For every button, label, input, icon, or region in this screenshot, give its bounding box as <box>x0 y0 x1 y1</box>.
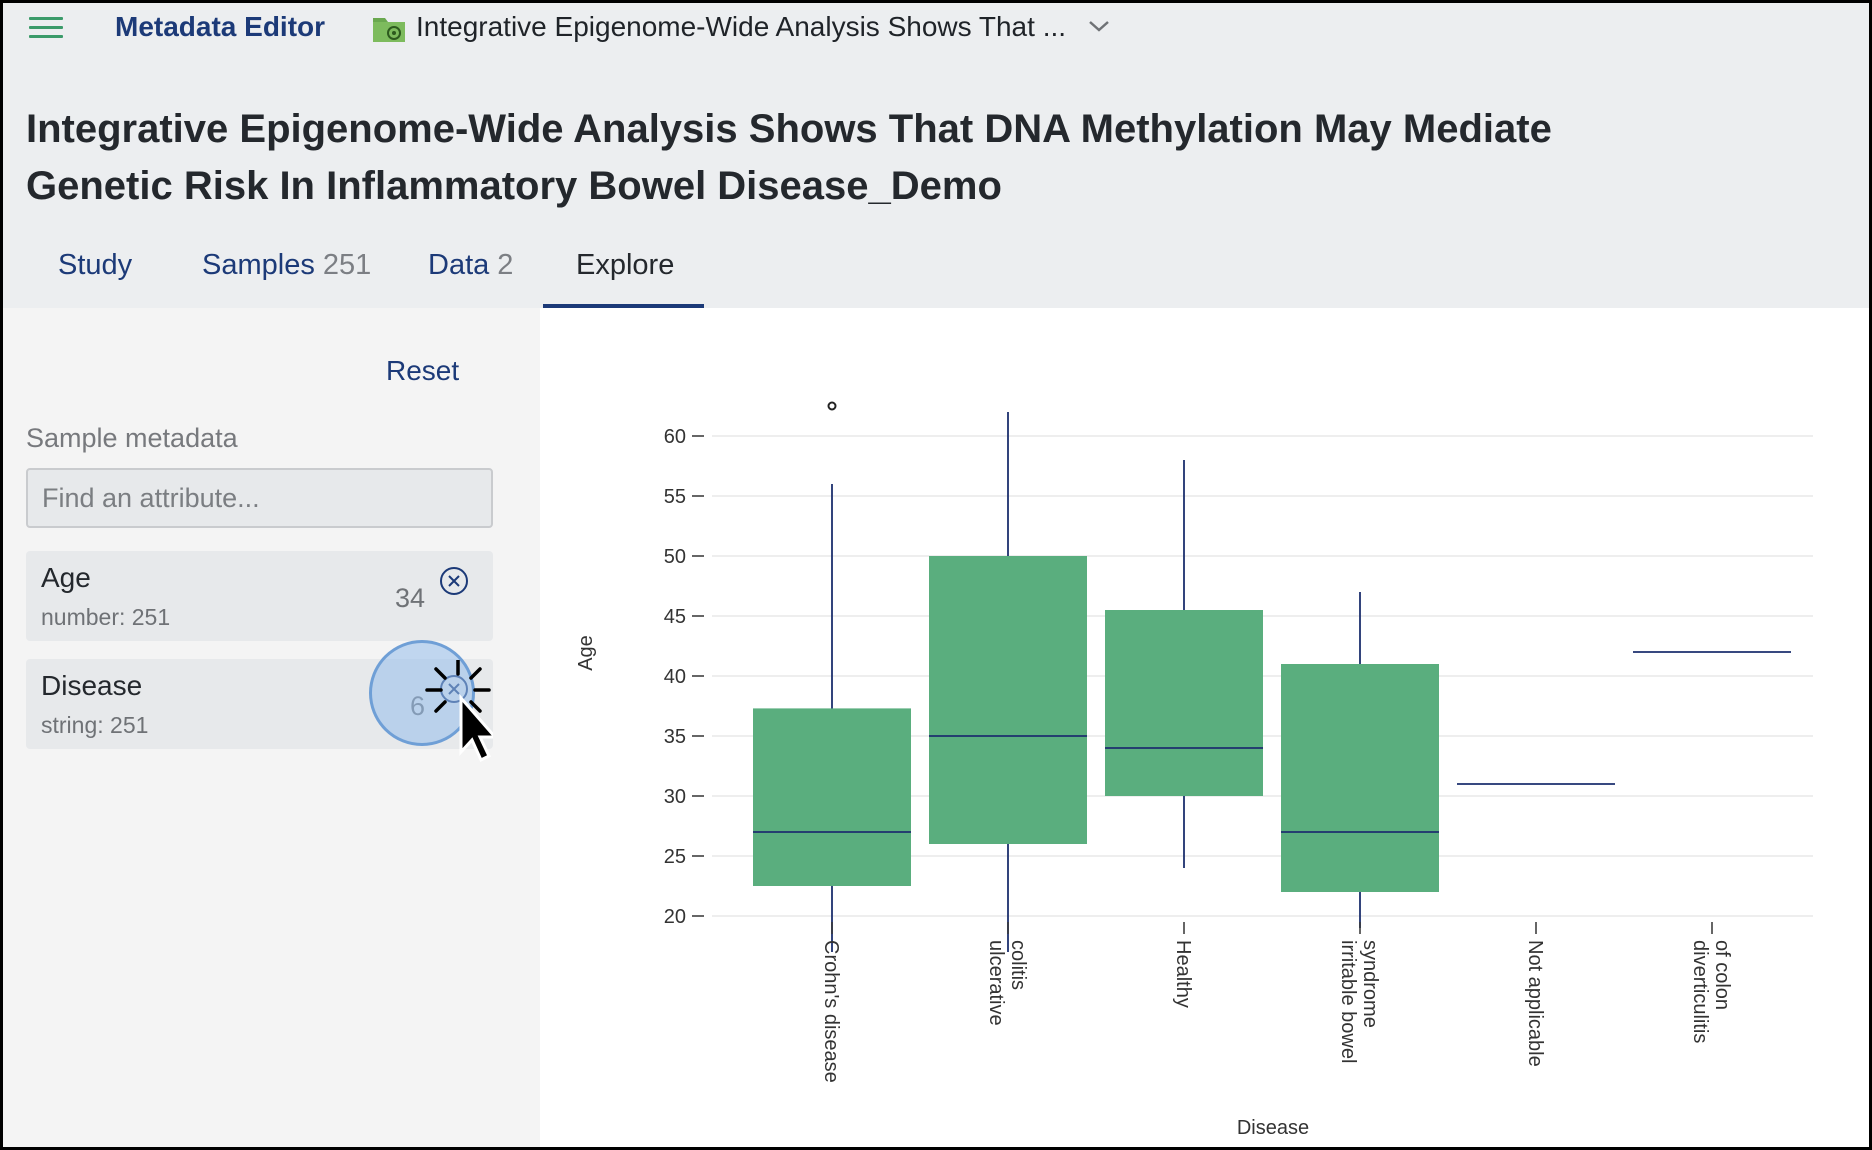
box-2 <box>1105 460 1263 868</box>
attribute-type: number: 251 <box>41 604 171 630</box>
y-tick-label: 30 <box>664 786 686 808</box>
sample-metadata-label: Sample metadata <box>26 423 238 453</box>
attribute-count: 6 <box>409 691 425 721</box>
reset-button[interactable]: Reset <box>386 355 460 386</box>
tab-count: 2 <box>497 249 514 281</box>
y-tick-label: 25 <box>664 846 686 868</box>
y-tick-label: 45 <box>664 606 686 628</box>
x-category-label: Crohn's disease <box>820 940 842 1083</box>
box <box>1281 664 1439 892</box>
folder-icon <box>373 18 405 42</box>
x-category-label: irritable bowel <box>1337 940 1359 1063</box>
y-tick-label: 55 <box>664 486 686 508</box>
app-window: Metadata Editor Integrative Epigenome-Wi… <box>3 3 1869 1147</box>
tab-label: Samples <box>202 249 315 281</box>
remove-attribute-icon[interactable] <box>439 674 469 704</box>
box-0 <box>753 401 911 952</box>
hamburger-menu-icon[interactable] <box>29 17 65 39</box>
attribute-name: Age <box>41 562 91 593</box>
box-1 <box>929 412 1087 952</box>
tab-count: 251 <box>322 249 372 281</box>
attribute-sidebar: Reset Sample metadata Age number: 251 34… <box>3 308 540 1147</box>
y-tick-label: 40 <box>664 666 686 688</box>
attribute-card-age[interactable]: Age number: 251 34 <box>26 551 493 641</box>
y-tick-label: 20 <box>664 906 686 928</box>
study-selector[interactable]: Integrative Epigenome-Wide Analysis Show… <box>416 11 1067 42</box>
x-category-label: Not applicable <box>1524 940 1546 1067</box>
tab-data[interactable]: Data 2 <box>428 249 513 282</box>
tab-label: Data <box>428 249 490 281</box>
attribute-card-disease[interactable]: Disease string: 251 6 <box>26 659 493 749</box>
x-category-label: colitis <box>1007 940 1029 990</box>
box-plot-chart: 20 25 30 35 40 45 50 55 60 Crohn's disease ulcera… <box>575 401 1813 1139</box>
box <box>929 556 1087 844</box>
x-category-label: of colon <box>1711 940 1733 1010</box>
active-tab-indicator <box>543 304 704 308</box>
outlier-point <box>827 401 837 411</box>
x-category-label: ulcerative <box>985 940 1007 1026</box>
y-tick-label: 35 <box>664 726 686 748</box>
box-plot-panel: 20 25 30 35 40 45 50 55 60 Crohn's disease ulcera… <box>540 308 1869 1147</box>
y-tick-label: 50 <box>664 546 686 568</box>
y-axis-title: Age <box>575 635 597 671</box>
x-category-label: syndrome <box>1359 940 1381 1028</box>
x-category-label: Healthy <box>1172 940 1194 1008</box>
y-tick-label: 60 <box>664 426 686 448</box>
box <box>1105 610 1263 796</box>
attribute-type: string: 251 <box>41 712 149 738</box>
app-title[interactable]: Metadata Editor <box>115 11 326 42</box>
page-title: Integrative Epigenome-Wide Analysis Show… <box>26 107 1552 208</box>
tab-study[interactable]: Study <box>58 249 132 282</box>
attribute-search-input[interactable] <box>26 468 493 528</box>
tab-label: Explore <box>576 249 675 281</box>
attribute-name: Disease <box>41 670 143 701</box>
box <box>753 708 911 886</box>
remove-attribute-icon[interactable] <box>439 566 469 596</box>
x-axis-title: Disease <box>1237 1117 1309 1139</box>
tab-explore[interactable]: Explore <box>576 249 674 282</box>
attribute-count: 34 <box>394 583 425 613</box>
chevron-down-icon[interactable] <box>1087 17 1111 35</box>
tab-samples[interactable]: Samples 251 <box>202 249 371 282</box>
box-3 <box>1281 592 1439 928</box>
x-category-label: diverticulitis <box>1689 940 1711 1043</box>
tab-label: Study <box>58 249 133 281</box>
